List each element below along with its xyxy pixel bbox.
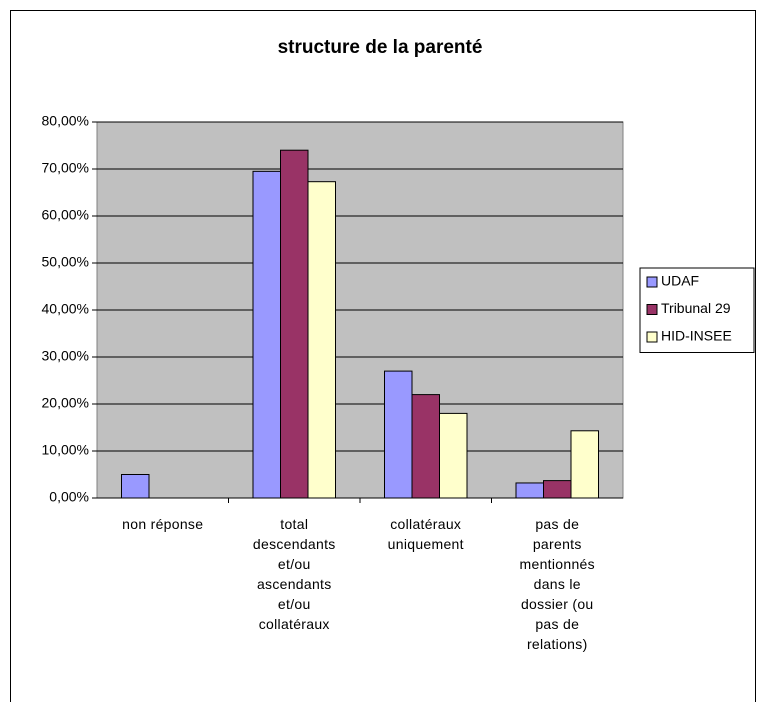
bar [280,149,309,499]
bar [411,394,440,499]
bar [543,480,572,499]
y-tick-label: 70,00% [42,160,89,176]
chart-border [10,10,756,702]
bar [121,474,150,499]
y-tick-label: 80,00% [42,113,89,129]
y-tick-label: 40,00% [42,301,89,317]
chart-title: structure de la parenté [278,37,483,58]
y-tick-label: 50,00% [42,254,89,270]
x-tick-label: pas de parents mentionnés dans le dossie… [519,516,595,652]
y-tick-label: 20,00% [42,395,89,411]
legend-label: HID-INSEE [661,328,732,344]
legend-label: Tribunal 29 [661,300,731,316]
y-tick-label: 0,00% [49,489,89,505]
x-tick-label: collatéraux uniquement [387,516,464,552]
y-tick-label: 30,00% [42,348,89,364]
legend-swatch [646,304,658,315]
legend-label: UDAF [661,273,699,289]
bar [570,430,599,499]
bar [307,181,336,499]
y-tick-label: 10,00% [42,442,89,458]
x-tick-label: non réponse [122,516,204,532]
legend-swatch [646,276,658,288]
y-tick-label: 60,00% [42,207,89,223]
legend-swatch [646,331,658,343]
bar [252,170,281,499]
x-tick-label: total descendants et/ou ascendants et/ou… [252,516,336,632]
bar [515,482,544,499]
bar [384,370,413,499]
bar [439,412,468,499]
legend-box [639,267,755,353]
